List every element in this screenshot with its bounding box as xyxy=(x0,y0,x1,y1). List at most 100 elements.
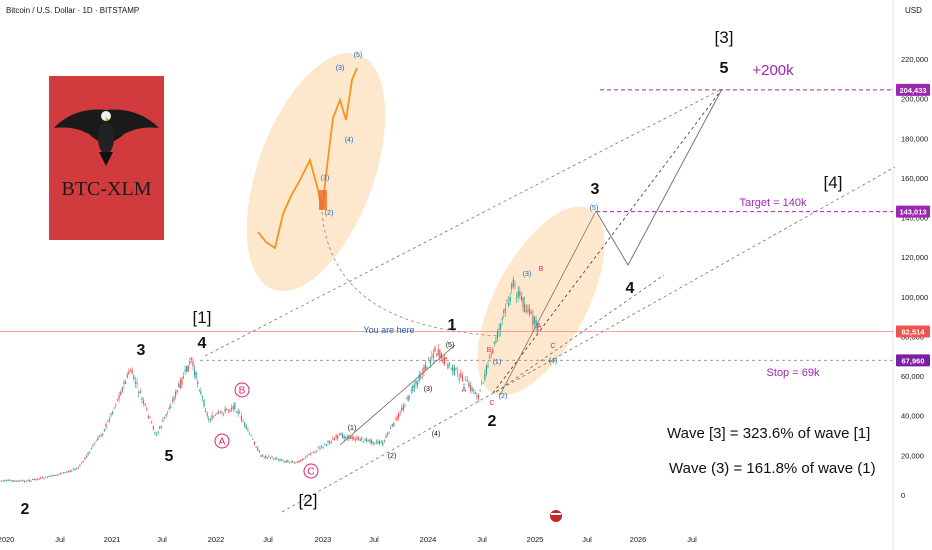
candle-body xyxy=(138,392,140,394)
candle-body xyxy=(129,370,132,372)
candle-body xyxy=(317,447,319,449)
candle-body xyxy=(448,363,451,365)
candle-body xyxy=(511,284,513,289)
candle-body xyxy=(301,459,303,461)
candle-body xyxy=(524,304,526,312)
candle-body xyxy=(271,456,273,458)
candle-body xyxy=(156,434,158,436)
candle-body xyxy=(186,366,188,372)
candle-body xyxy=(428,357,430,359)
candle-body xyxy=(380,441,382,443)
candle-body xyxy=(266,457,268,459)
candle-body xyxy=(237,410,239,414)
candle-body xyxy=(160,426,162,428)
candle-body xyxy=(181,378,183,385)
candle-body xyxy=(105,423,107,428)
candle-body xyxy=(388,432,390,434)
candle-body xyxy=(113,407,115,409)
minor-wave-blue-label: (2) xyxy=(499,393,508,400)
y-tick-label: 120,000 xyxy=(901,253,928,262)
abc-circle xyxy=(214,433,230,449)
candle-body xyxy=(257,447,259,451)
candle-body xyxy=(144,403,146,406)
candle-body xyxy=(487,365,489,368)
candle-body xyxy=(15,480,17,482)
candle-body xyxy=(30,480,32,482)
candles xyxy=(0,275,539,483)
candle-body xyxy=(146,408,148,410)
y-tick-label: 60,000 xyxy=(901,372,924,381)
candle-body xyxy=(5,480,8,482)
candle-body xyxy=(38,478,40,480)
x-tick-label: Jul xyxy=(582,535,592,544)
candle-body xyxy=(330,442,332,443)
candle-body xyxy=(261,455,264,457)
candle-body xyxy=(92,444,94,446)
candle-body xyxy=(110,413,112,416)
candle-body xyxy=(22,480,24,481)
candle-body xyxy=(396,416,398,421)
candle-body xyxy=(82,461,84,463)
candle-body xyxy=(131,369,133,375)
projection-path xyxy=(595,88,723,267)
candle-body xyxy=(440,353,443,359)
candle-body xyxy=(125,382,127,384)
candle-body xyxy=(520,296,523,300)
candle-body xyxy=(404,405,406,407)
candle-body xyxy=(285,460,287,463)
candle-body xyxy=(288,462,291,464)
candle-body xyxy=(431,356,433,358)
candle-body xyxy=(434,347,436,352)
candle-body xyxy=(221,411,223,413)
candle-body xyxy=(296,461,299,463)
candle-body xyxy=(51,475,53,477)
candle-body xyxy=(367,439,369,441)
candle-body xyxy=(252,438,254,440)
candle-body xyxy=(95,440,97,442)
candle-body xyxy=(349,436,352,439)
candle-body xyxy=(436,354,438,356)
candle-body xyxy=(190,357,192,360)
y-tick-label: 220,000 xyxy=(901,55,928,64)
wave1-line xyxy=(339,344,456,446)
x-tick-label: 2025 xyxy=(527,535,544,544)
candle-body xyxy=(245,424,247,429)
x-tick-label: 2024 xyxy=(420,535,437,544)
candle-body xyxy=(244,422,246,426)
price-tag-143k-bg xyxy=(896,205,930,218)
plus-200k-label: +200k xyxy=(752,62,794,79)
candle-body xyxy=(118,395,120,400)
candle-body xyxy=(399,413,401,415)
candle-body xyxy=(353,437,355,440)
candle-body xyxy=(421,372,423,375)
minor-wave-label: (5) xyxy=(446,342,455,349)
candle-body xyxy=(356,437,358,440)
abc-circle-label: B xyxy=(239,386,246,397)
candle-body xyxy=(417,382,419,386)
candle-body xyxy=(274,458,276,460)
candle-body xyxy=(393,422,395,427)
candle-body xyxy=(154,432,156,434)
candle-body xyxy=(394,418,397,420)
candle-body xyxy=(189,361,191,365)
candle-body xyxy=(107,420,109,422)
wave-label-primary-3: [3] xyxy=(715,28,734,47)
candle-body xyxy=(182,376,185,379)
candle-body xyxy=(176,389,178,393)
candle-body xyxy=(314,451,316,453)
candle-body xyxy=(306,455,308,457)
x-tick-label: 2021 xyxy=(104,535,121,544)
candle-body xyxy=(2,480,4,482)
candle-body xyxy=(97,437,99,441)
candle-body xyxy=(184,369,186,371)
candle-body xyxy=(9,480,11,481)
candle-body xyxy=(174,392,177,397)
candle-body xyxy=(452,365,454,371)
candle-body xyxy=(504,308,506,311)
candle-body xyxy=(377,441,379,444)
minor-wave-blue-label: (1) xyxy=(493,359,502,366)
candle-body xyxy=(412,386,414,392)
wave-2-4-line xyxy=(495,274,665,393)
candle-body xyxy=(23,480,26,483)
